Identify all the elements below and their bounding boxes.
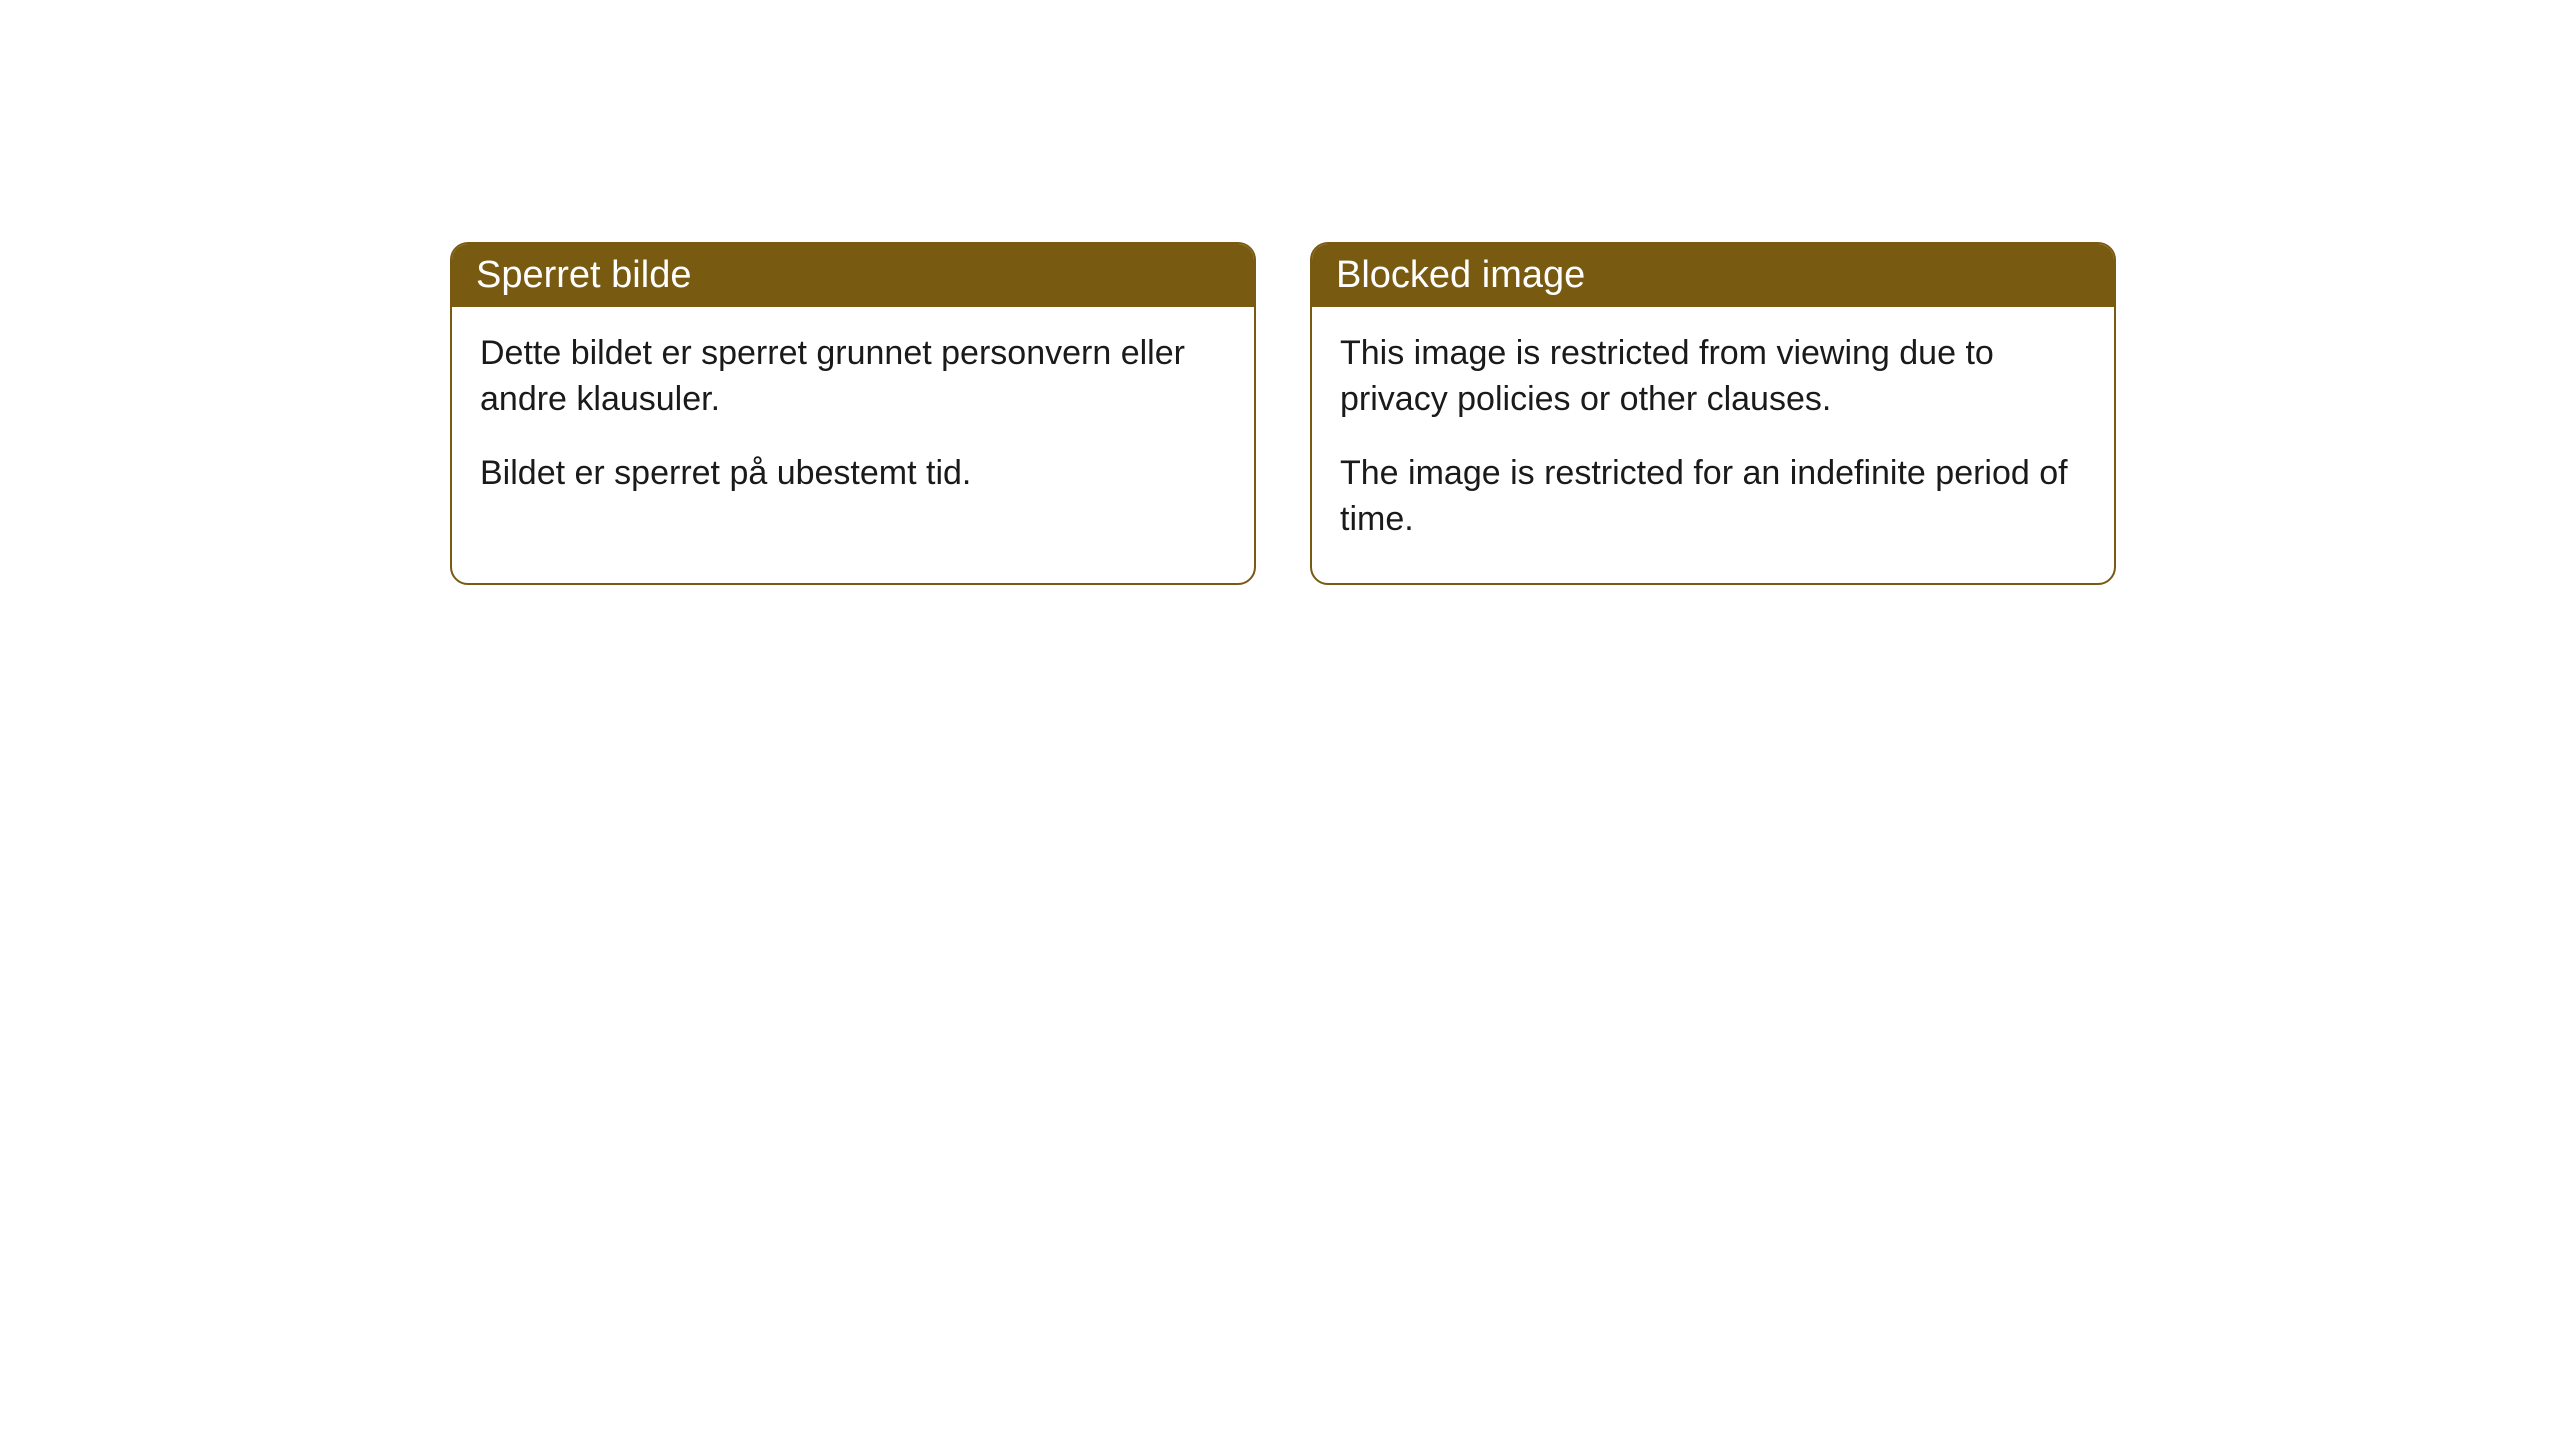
blocked-card-norwegian: Sperret bilde Dette bildet er sperret gr… (450, 242, 1256, 585)
card-body-norwegian: Dette bildet er sperret grunnet personve… (452, 307, 1254, 537)
blocked-card-english: Blocked image This image is restricted f… (1310, 242, 2116, 585)
card-paragraph: Bildet er sperret på ubestemt tid. (480, 451, 1226, 497)
card-header-english: Blocked image (1312, 244, 2114, 307)
card-paragraph: Dette bildet er sperret grunnet personve… (480, 331, 1226, 423)
card-header-norwegian: Sperret bilde (452, 244, 1254, 307)
blocked-image-cards: Sperret bilde Dette bildet er sperret gr… (450, 242, 2116, 585)
card-paragraph: This image is restricted from viewing du… (1340, 331, 2086, 423)
card-paragraph: The image is restricted for an indefinit… (1340, 451, 2086, 543)
card-body-english: This image is restricted from viewing du… (1312, 307, 2114, 583)
